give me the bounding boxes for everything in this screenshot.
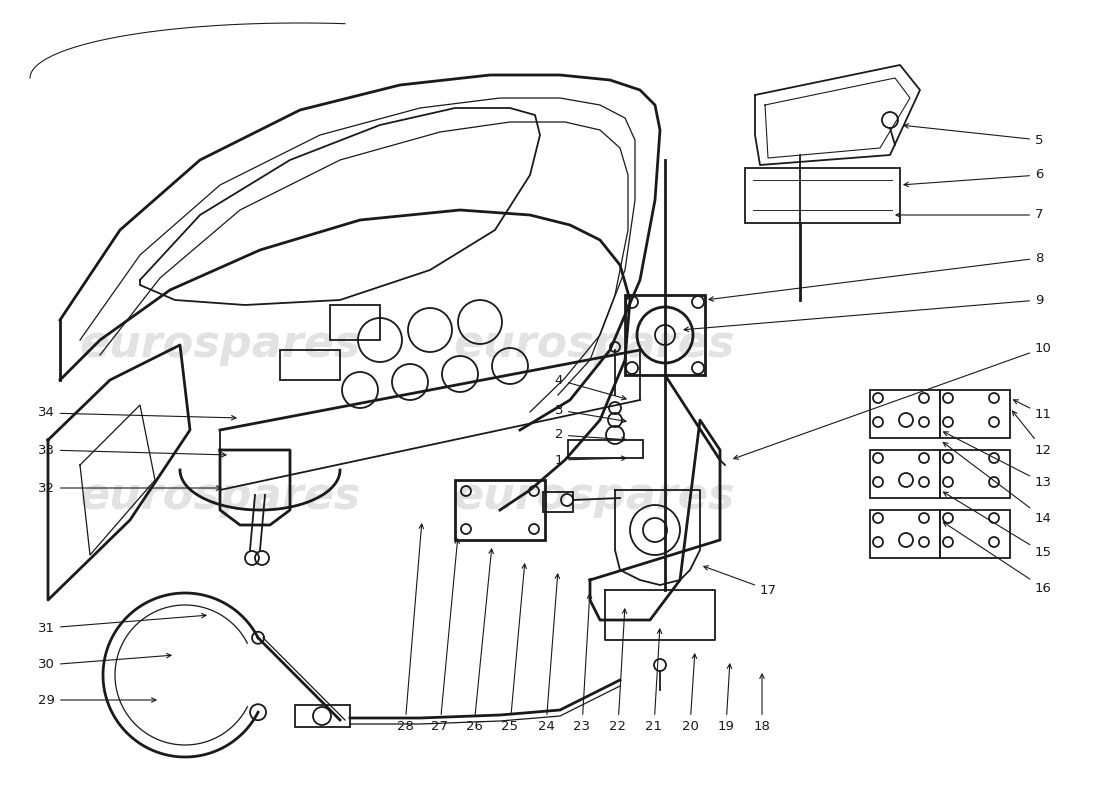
Text: eurospares: eurospares (453, 322, 735, 366)
Text: 23: 23 (573, 594, 592, 733)
Text: eurospares: eurospares (79, 474, 361, 518)
Bar (543, 492, 573, 512)
Text: 32: 32 (39, 482, 221, 494)
Text: 10: 10 (734, 342, 1052, 459)
Text: 24: 24 (538, 574, 560, 733)
Bar (280, 350, 340, 380)
Text: 25: 25 (502, 564, 527, 733)
Bar (330, 305, 380, 340)
Text: 21: 21 (646, 629, 662, 733)
Text: 8: 8 (710, 251, 1044, 301)
Text: 31: 31 (39, 614, 206, 634)
Text: 1: 1 (554, 454, 626, 466)
Text: 18: 18 (754, 674, 770, 733)
Bar (940, 450, 1010, 498)
Bar (870, 390, 940, 438)
Text: 30: 30 (39, 654, 170, 671)
Text: 33: 33 (39, 443, 225, 457)
Text: 26: 26 (465, 549, 494, 733)
Bar (568, 440, 644, 458)
Text: 9: 9 (684, 294, 1044, 331)
Text: 17: 17 (704, 566, 777, 597)
Text: 16: 16 (944, 522, 1052, 594)
Bar (870, 450, 940, 498)
Text: eurospares: eurospares (453, 474, 735, 518)
Text: 22: 22 (609, 609, 627, 733)
Text: 15: 15 (944, 492, 1052, 559)
Text: 19: 19 (717, 664, 735, 733)
Text: 5: 5 (904, 124, 1044, 146)
Bar (940, 510, 1010, 558)
Bar (870, 510, 940, 558)
Text: 7: 7 (896, 209, 1044, 222)
Text: 12: 12 (1012, 411, 1052, 457)
Text: 14: 14 (943, 442, 1052, 525)
Text: 29: 29 (39, 694, 156, 706)
Text: 34: 34 (39, 406, 236, 420)
Text: 20: 20 (682, 654, 698, 733)
Bar (745, 168, 900, 223)
Bar (940, 390, 1010, 438)
Text: 13: 13 (944, 432, 1052, 490)
Bar (455, 480, 544, 540)
Bar (625, 295, 705, 375)
Text: 27: 27 (431, 539, 460, 733)
Text: eurospares: eurospares (79, 322, 361, 366)
Bar (295, 705, 350, 727)
Text: 11: 11 (1013, 400, 1052, 422)
Text: 4: 4 (554, 374, 626, 400)
Text: 2: 2 (554, 429, 626, 442)
Text: 6: 6 (904, 169, 1044, 186)
Text: 28: 28 (397, 524, 424, 733)
Text: 3: 3 (554, 403, 626, 422)
